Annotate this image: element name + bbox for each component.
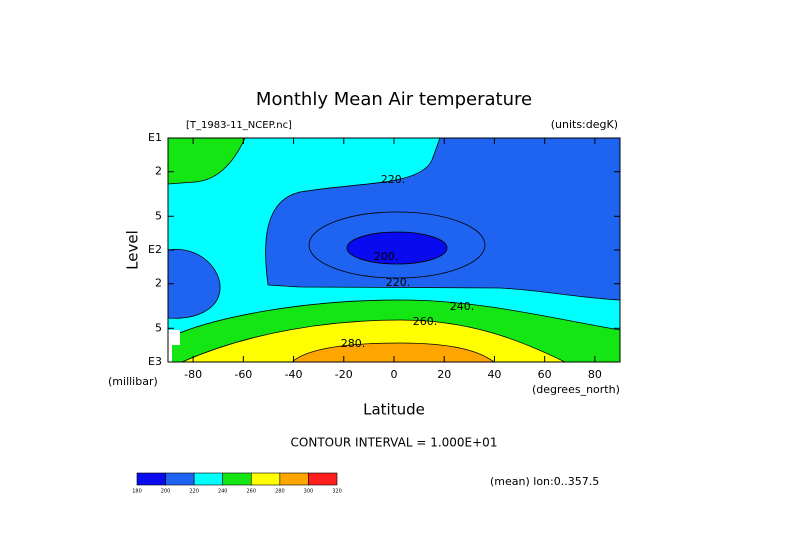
contour-line [308,211,486,279]
colorbar-swatch [136,472,166,486]
colorbar-swatch [222,472,252,486]
note: (mean) lon:0..357.5 [490,475,599,488]
x-tick-label: 20 [437,368,451,381]
contour-label: 220. [386,276,411,289]
colorbar-swatch [250,472,281,486]
contour-label: 280. [341,337,366,350]
colorbar-swatch [193,472,224,486]
contour-band [291,342,495,362]
colorbar-swatch [279,472,309,486]
contour-label: 240. [450,300,475,313]
x-tick-label: -40 [285,368,303,381]
colorbar-label: 180 [132,489,142,495]
y-tick-label: 2 [155,277,162,290]
colorbar-swatch [308,472,338,486]
contour-label: 200. [374,250,399,263]
colorbar-swatch [165,472,195,486]
y-axis-title: Level [124,230,142,270]
x-unit: (degrees_north) [532,383,620,396]
y-tick-label: 5 [155,209,162,222]
colorbar-label: 320 [332,489,342,495]
contour-band [168,248,221,319]
no-data [168,330,180,362]
y-tick-label: 2 [155,165,162,178]
contour-band [346,231,448,265]
dataset-label: [T_1983-11_NCEP.nc] [186,120,292,131]
y-tick-label: 5 [155,321,162,334]
chart-title: Monthly Mean Air temperature [256,89,532,110]
colorbar-label: 220 [189,489,199,495]
x-tick-label: -20 [335,368,353,381]
x-tick-label: 60 [538,368,552,381]
colorbar-label: 200 [161,489,171,495]
x-tick-label: 80 [588,368,602,381]
x-tick-label: 0 [391,368,398,381]
y-tick-label: E2 [148,243,162,256]
y-tick-label: E3 [148,355,162,368]
colorbar-label: 280 [275,489,285,495]
units-label: (units:degK) [551,118,618,131]
contour-label: 220. [381,173,406,186]
contour-band [265,138,620,301]
colorbar-label: 240 [218,489,228,495]
colorbar-label: 260 [247,489,257,495]
plot-area: 220. 200. 220. 240. 260. 280. [168,138,620,362]
x-axis-title: Latitude [363,401,425,419]
contour-label: 260. [413,315,438,328]
x-tick-label: -80 [184,368,202,381]
y-tick-label: E1 [148,131,162,144]
x-tick-label: 40 [487,368,501,381]
contour-interval: CONTOUR INTERVAL = 1.000E+01 [291,436,498,450]
x-tick-label: -60 [234,368,252,381]
y-unit: (millibar) [108,375,158,388]
colorbar-label: 300 [304,489,314,495]
